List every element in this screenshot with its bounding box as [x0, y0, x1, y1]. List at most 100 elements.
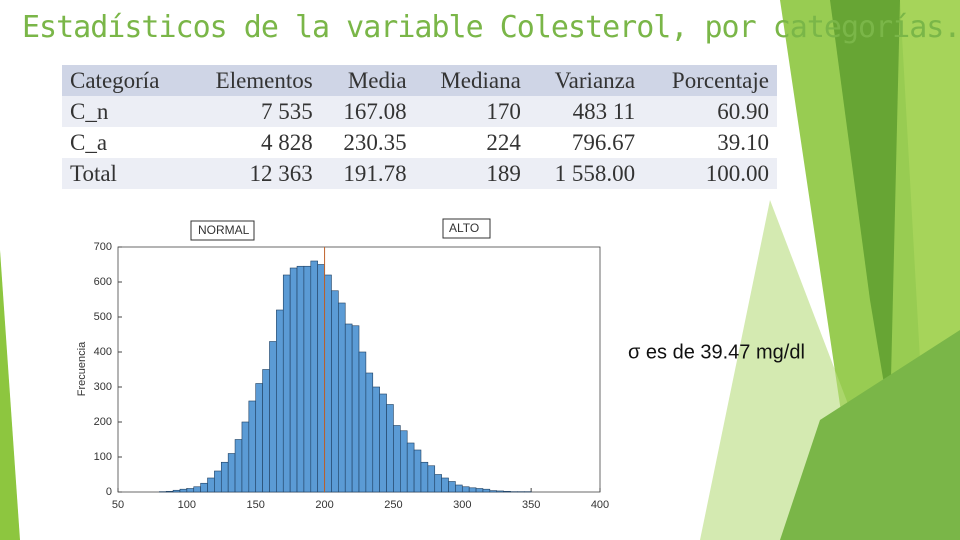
histogram-bar — [220, 461, 229, 493]
histogram-bar — [269, 341, 277, 493]
table-cell: 170 — [486, 98, 521, 124]
histogram-bar — [310, 260, 318, 493]
histogram-bar — [193, 486, 201, 493]
histogram-bar — [393, 425, 401, 493]
histogram-bar — [172, 489, 181, 493]
histogram-bar — [200, 482, 208, 493]
histogram-bar — [413, 449, 422, 493]
table-cell: 100.00 — [705, 160, 769, 186]
table-cell: 7 535 — [260, 98, 313, 124]
histogram-bar — [441, 477, 449, 493]
table-cell: Mediana — [440, 67, 521, 93]
table-cell: Porcentaje — [671, 67, 769, 93]
histogram-bar — [241, 421, 250, 493]
histogram-bar — [379, 393, 387, 493]
histogram-bar — [475, 488, 484, 493]
note: σ es de 39.47 mg/dl — [628, 341, 805, 363]
x-tick-label: 400 — [591, 499, 609, 511]
histogram-bar — [406, 442, 415, 493]
histogram-bar — [468, 487, 477, 493]
x-tick-label: 50 — [112, 499, 124, 511]
histogram-bar — [489, 490, 498, 493]
annotation-box — [190, 220, 255, 241]
histogram-bar — [386, 404, 394, 493]
annotation: ALTO — [449, 221, 479, 235]
table-cell: Total — [70, 160, 117, 186]
table-cell: 39.10 — [717, 129, 769, 155]
histogram-bar — [365, 372, 374, 493]
x-tick-label: 250 — [384, 499, 402, 511]
table-cell: C_n — [70, 98, 109, 124]
histogram-bar — [282, 274, 291, 493]
histogram-bar — [262, 369, 270, 493]
histogram-bar — [496, 490, 504, 493]
y-tick-label: 400 — [94, 346, 112, 358]
x-tick-label: 350 — [522, 499, 540, 511]
table-cell: 60.90 — [717, 98, 769, 124]
histogram-bar — [317, 264, 325, 493]
table-cell: 224 — [486, 129, 521, 155]
histogram-bar — [186, 488, 195, 493]
histogram-bar — [455, 484, 463, 493]
histogram-bar — [503, 490, 511, 493]
table-cell: 189 — [486, 160, 521, 186]
histogram-bar — [427, 465, 436, 493]
histogram-bar — [289, 267, 298, 493]
slide-title: Estadísticos de la variable Colesterol, … — [22, 10, 960, 45]
table-cell: Varianza — [554, 67, 636, 93]
histogram-bar — [448, 481, 456, 493]
table-cell: C_a — [70, 129, 108, 155]
table-row: Total 12 363 191.78 189 1 558.00 100.00 — [62, 158, 777, 189]
x-tick-label: 100 — [178, 499, 196, 511]
table-cell: 796.67 — [571, 129, 636, 155]
y-tick-label: 100 — [94, 451, 112, 463]
annotation: NORMAL — [198, 223, 250, 237]
histogram-bar — [420, 461, 429, 493]
x-tick-label: 300 — [453, 499, 471, 511]
histogram-bar — [179, 488, 188, 493]
y-tick-label: 500 — [94, 311, 112, 323]
histogram-bar — [276, 309, 284, 493]
table-cell: Elementos — [215, 67, 313, 93]
x-tick-label: 150 — [247, 499, 265, 511]
table-row: C_a 4 828 230.35 224 796.67 39.10 — [62, 127, 777, 158]
histogram-bar — [255, 383, 263, 493]
histogram-bar — [331, 290, 339, 493]
x-tick-label: 200 — [315, 499, 333, 511]
histogram-bar — [165, 490, 174, 493]
table-cell: 191.78 — [343, 160, 407, 186]
y-tick-label: 600 — [94, 276, 112, 288]
table-row: Categoría Elementos Media Mediana Varianza Po… — [62, 65, 777, 96]
histogram-bar — [227, 453, 236, 493]
table-cell: 483 11 — [572, 98, 636, 124]
y-tick-label: 0 — [106, 486, 112, 498]
table-cell: 230.35 — [343, 129, 407, 155]
histogram-bar — [358, 351, 367, 493]
histogram-bar — [434, 474, 442, 493]
table-cell: Media — [347, 67, 407, 93]
histogram-bar — [207, 477, 215, 493]
histogram-bar — [303, 265, 312, 493]
histogram-bar — [344, 323, 353, 493]
histogram-bar — [214, 470, 222, 493]
table-cell: 4 828 — [260, 129, 313, 155]
y-tick-label: 300 — [94, 381, 112, 393]
histogram-bar — [482, 488, 491, 493]
histogram-bar — [234, 439, 243, 493]
histogram-bar — [296, 265, 305, 493]
table-cell: 1 558.00 — [554, 160, 636, 186]
histogram-bar — [338, 302, 346, 493]
histogram-bar — [461, 486, 470, 493]
histogram-bar — [400, 430, 408, 493]
annotation-box — [442, 218, 491, 239]
y-axis-label: Frecuencia — [76, 341, 88, 396]
histogram-bar — [324, 274, 332, 493]
y-tick-label: 700 — [94, 241, 112, 253]
table-cell: 167.08 — [343, 98, 407, 124]
histogram-bar — [351, 325, 360, 493]
y-tick-label: 200 — [94, 416, 112, 428]
table-row: C_n 7 535 167.08 170 483 11 60.90 — [62, 96, 777, 127]
